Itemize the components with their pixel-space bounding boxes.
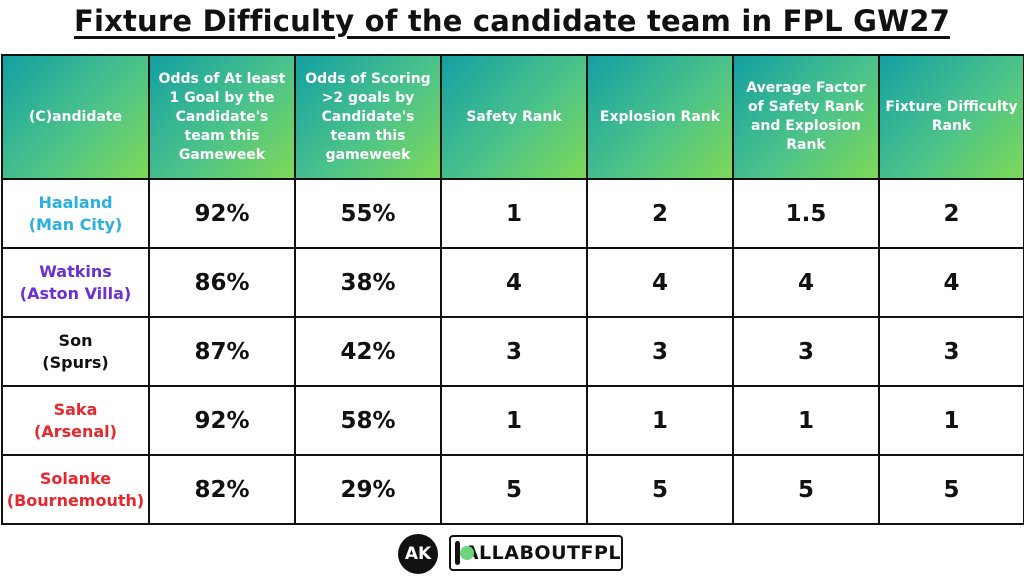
table-row: Solanke (Bournemouth) 82% 29% 5 5 5 5 <box>1 454 1024 525</box>
candidate-team: (Aston Villa) <box>19 283 132 303</box>
candidate-name: Saka <box>53 399 98 419</box>
odds-one-goal-cell: 82% <box>148 454 296 525</box>
header-odds-one-goal: Odds of At least 1 Goal by the Candidate… <box>148 54 296 180</box>
fixture-difficulty-rank-cell: 2 <box>878 178 1024 249</box>
odds-two-plus-goals-cell: 42% <box>294 316 442 387</box>
candidate-name: Solanke <box>39 468 112 488</box>
candidate-cell: Watkins (Aston Villa) <box>1 247 150 318</box>
safety-rank-cell: 1 <box>440 385 588 456</box>
candidate-name: Haaland <box>38 192 113 212</box>
football-pitch-icon <box>455 541 474 565</box>
safety-rank-cell: 5 <box>440 454 588 525</box>
odds-two-plus-goals-cell: 29% <box>294 454 442 525</box>
candidate-team: (Man City) <box>28 214 123 234</box>
fixture-difficulty-rank-cell: 4 <box>878 247 1024 318</box>
candidate-name: Son <box>58 330 93 350</box>
header-candidate: (C)andidate <box>1 54 150 180</box>
header-safety-rank: Safety Rank <box>440 54 588 180</box>
average-factor-cell: 5 <box>732 454 880 525</box>
ak-logo: AK <box>398 534 438 574</box>
odds-two-plus-goals-cell: 38% <box>294 247 442 318</box>
candidate-team: (Spurs) <box>42 352 109 372</box>
odds-one-goal-cell: 92% <box>148 178 296 249</box>
header-average-factor: Average Factor of Safety Rank and Explos… <box>732 54 880 180</box>
fixture-difficulty-rank-cell: 5 <box>878 454 1024 525</box>
table-row: Haaland (Man City) 92% 55% 1 2 1.5 2 <box>1 178 1024 249</box>
odds-one-goal-cell: 87% <box>148 316 296 387</box>
odds-one-goal-cell: 92% <box>148 385 296 456</box>
table-row: Saka (Arsenal) 92% 58% 1 1 1 1 <box>1 385 1024 456</box>
table-row: Watkins (Aston Villa) 86% 38% 4 4 4 4 <box>1 247 1024 318</box>
odds-one-goal-cell: 86% <box>148 247 296 318</box>
candidate-team: (Arsenal) <box>34 421 117 441</box>
safety-rank-cell: 3 <box>440 316 588 387</box>
candidate-cell: Saka (Arsenal) <box>1 385 150 456</box>
average-factor-cell: 1 <box>732 385 880 456</box>
candidate-name: Watkins <box>39 261 112 281</box>
odds-two-plus-goals-cell: 55% <box>294 178 442 249</box>
brand-text: ALLABOUTFPL <box>463 542 621 564</box>
table-row: Son (Spurs) 87% 42% 3 3 3 3 <box>1 316 1024 387</box>
safety-rank-cell: 1 <box>440 178 588 249</box>
candidate-team: (Bournemouth) <box>6 490 145 510</box>
header-odds-two-plus-goals: Odds of Scoring >2 goals by Candidate's … <box>294 54 442 180</box>
explosion-rank-cell: 1 <box>586 385 734 456</box>
explosion-rank-cell: 4 <box>586 247 734 318</box>
candidate-cell: Solanke (Bournemouth) <box>1 454 150 525</box>
candidate-cell: Haaland (Man City) <box>1 178 150 249</box>
fixture-difficulty-table: (C)andidate Odds of At least 1 Goal by t… <box>1 54 1024 525</box>
odds-two-plus-goals-cell: 58% <box>294 385 442 456</box>
average-factor-cell: 1.5 <box>732 178 880 249</box>
allaboutfpl-brand: ALLABOUTFPL <box>449 535 623 571</box>
average-factor-cell: 3 <box>732 316 880 387</box>
footer: AK ALLABOUTFPL <box>0 533 1024 575</box>
table-header-row: (C)andidate Odds of At least 1 Goal by t… <box>1 54 1024 180</box>
header-explosion-rank: Explosion Rank <box>586 54 734 180</box>
page-title: Fixture Difficulty of the candidate team… <box>73 4 951 38</box>
fixture-difficulty-rank-cell: 1 <box>878 385 1024 456</box>
safety-rank-cell: 4 <box>440 247 588 318</box>
explosion-rank-cell: 3 <box>586 316 734 387</box>
candidate-cell: Son (Spurs) <box>1 316 150 387</box>
average-factor-cell: 4 <box>732 247 880 318</box>
explosion-rank-cell: 5 <box>586 454 734 525</box>
fixture-difficulty-rank-cell: 3 <box>878 316 1024 387</box>
header-fixture-difficulty-rank: Fixture Difficulty Rank <box>878 54 1024 180</box>
explosion-rank-cell: 2 <box>586 178 734 249</box>
